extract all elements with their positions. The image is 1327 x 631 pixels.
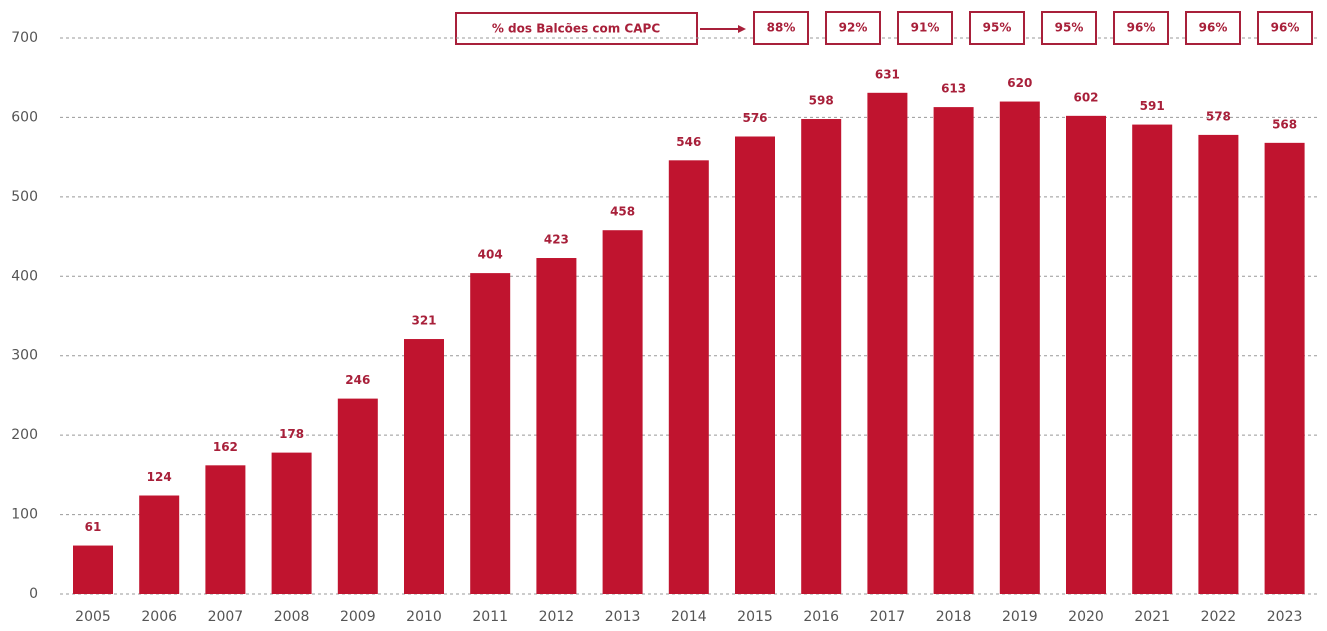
capc-legend: % dos Balcões com CAPC xyxy=(492,22,660,36)
x-tick-label: 2013 xyxy=(605,609,641,625)
y-tick-label: 700 xyxy=(11,30,38,46)
bar xyxy=(602,230,643,594)
bar xyxy=(139,495,180,594)
x-tick-label: 2010 xyxy=(406,609,442,625)
bar xyxy=(470,273,511,594)
x-tick-label: 2015 xyxy=(737,609,773,625)
value-label: 568 xyxy=(1272,117,1297,131)
capc-box xyxy=(1185,11,1241,45)
value-label: 423 xyxy=(544,233,569,247)
y-tick-label: 100 xyxy=(11,507,38,523)
x-tick-label: 2016 xyxy=(803,609,839,625)
x-tick-label: 2017 xyxy=(870,609,906,625)
bar xyxy=(933,107,974,595)
y-tick-label: 200 xyxy=(11,427,38,443)
value-label: 404 xyxy=(478,248,503,262)
x-tick-label: 2008 xyxy=(274,609,310,625)
value-label: 61 xyxy=(85,520,102,534)
x-tick-label: 2019 xyxy=(1002,609,1038,625)
y-tick-label: 500 xyxy=(11,189,38,205)
bar xyxy=(1198,134,1239,594)
x-tick-label: 2022 xyxy=(1201,609,1237,625)
capc-label: 95% xyxy=(1055,21,1084,35)
capc-box xyxy=(897,11,953,45)
value-label: 458 xyxy=(610,205,635,219)
y-tick-label: 0 xyxy=(29,586,38,602)
capc-box xyxy=(753,11,809,45)
x-tick-label: 2023 xyxy=(1267,609,1303,625)
bar xyxy=(735,136,775,594)
bar xyxy=(867,92,908,594)
capc-box xyxy=(969,11,1025,45)
x-tick-label: 2007 xyxy=(208,609,244,625)
capc-box xyxy=(825,11,881,45)
bar xyxy=(271,452,312,594)
value-label: 578 xyxy=(1206,109,1231,123)
y-tick-label: 600 xyxy=(11,109,38,125)
value-label: 598 xyxy=(809,94,834,108)
value-label: 620 xyxy=(1007,76,1032,90)
value-label: 162 xyxy=(213,440,238,454)
x-tick-label: 2018 xyxy=(936,609,972,625)
value-label: 321 xyxy=(411,314,436,328)
bar xyxy=(999,101,1040,595)
value-label: 576 xyxy=(742,111,767,125)
capc-legend-box xyxy=(455,12,698,45)
bar xyxy=(205,465,246,594)
capc-box xyxy=(1113,11,1169,45)
capc-box xyxy=(1041,11,1097,45)
capc-label: 96% xyxy=(1199,21,1228,35)
value-label: 613 xyxy=(941,82,966,96)
bar xyxy=(1264,142,1305,595)
bar xyxy=(1066,115,1106,594)
x-tick-label: 2020 xyxy=(1068,609,1104,625)
capc-label: 88% xyxy=(767,21,796,35)
value-label: 631 xyxy=(875,67,900,81)
y-tick-label: 400 xyxy=(11,268,38,284)
bar xyxy=(668,160,709,594)
x-tick-label: 2011 xyxy=(472,609,508,625)
value-label: 591 xyxy=(1140,99,1165,113)
value-label: 246 xyxy=(345,373,370,387)
x-tick-label: 2021 xyxy=(1134,609,1170,625)
capc-label: 96% xyxy=(1127,21,1156,35)
capc-arrow-head xyxy=(738,25,746,33)
bar xyxy=(801,119,842,594)
bar xyxy=(337,398,378,594)
y-tick-label: 300 xyxy=(11,348,38,364)
value-label: 546 xyxy=(676,135,701,149)
bar xyxy=(404,339,444,594)
x-tick-label: 2012 xyxy=(539,609,575,625)
x-tick-label: 2014 xyxy=(671,609,707,625)
capc-label: 92% xyxy=(839,21,868,35)
bar xyxy=(536,258,577,594)
value-label: 602 xyxy=(1073,90,1098,104)
x-tick-label: 2005 xyxy=(75,609,111,625)
x-tick-label: 2009 xyxy=(340,609,376,625)
x-tick-label: 2006 xyxy=(141,609,177,625)
capc-box xyxy=(1257,11,1313,45)
bar xyxy=(1132,124,1173,594)
value-label: 178 xyxy=(279,427,304,441)
value-label: 124 xyxy=(147,470,172,484)
capc-label: 96% xyxy=(1271,21,1300,35)
capc-label: 91% xyxy=(911,21,940,35)
bar xyxy=(73,545,113,594)
capc-label: 95% xyxy=(983,21,1012,35)
